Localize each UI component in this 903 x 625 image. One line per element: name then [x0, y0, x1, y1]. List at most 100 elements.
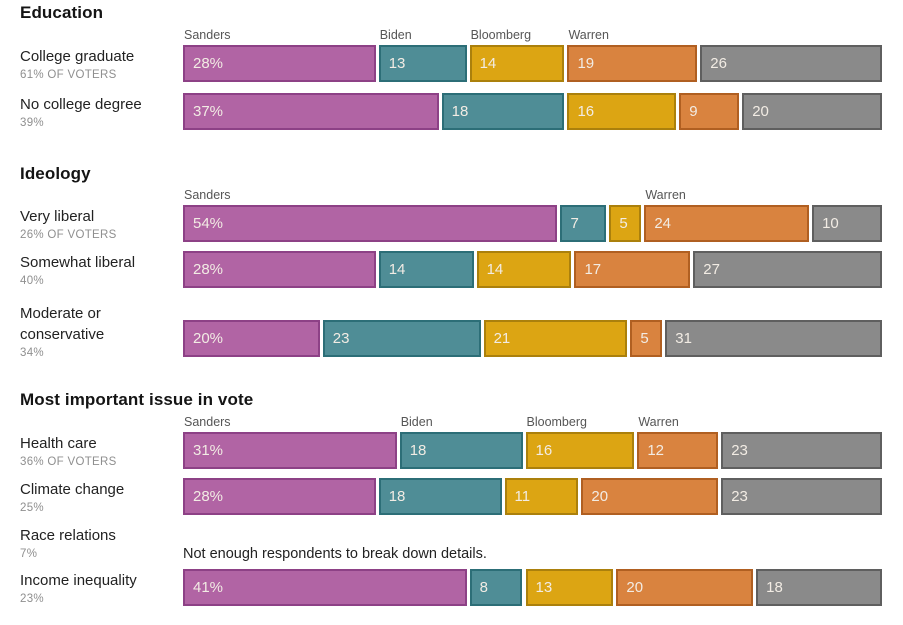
bar-segment-bloomberg: 21: [483, 320, 628, 357]
bar-segment-other: 10: [812, 205, 882, 242]
row-sublabel: 61% OF VOTERS: [20, 69, 117, 81]
bar-value-label: 23: [731, 442, 748, 459]
bar-segment-sanders: 31%: [183, 432, 397, 469]
row-label-block: No college degree 39%: [20, 94, 172, 129]
bar-value-label: 18: [409, 442, 427, 459]
section-title: Education: [20, 3, 104, 22]
bar-segment-sanders: 28%: [183, 45, 376, 82]
bar-row: 37% 18 16 9 20: [183, 93, 882, 130]
row-label-block: Very liberal 26% OF VOTERS: [20, 206, 172, 241]
bar-segment-warren: 20: [616, 569, 754, 606]
candidate-label-bloomberg: Bloomberg: [470, 28, 532, 42]
bar-segment-sanders: 20%: [183, 320, 320, 357]
bar-value-label: 18: [766, 579, 783, 596]
bar-row: 31% 18 16 12 23: [183, 432, 882, 469]
bar-value-label: 13: [535, 579, 553, 596]
bar-segment-sanders: 28%: [183, 251, 376, 288]
bar-value-label: 10: [822, 215, 839, 232]
bar-value-label: 28%: [193, 261, 224, 278]
bar-row: 28% 18 11 20 23: [183, 478, 882, 515]
bar-segment-other: 31: [665, 320, 882, 357]
row-sublabel: 26% OF VOTERS: [20, 229, 117, 241]
bar-row: 28% 13 14 19 26: [183, 45, 882, 82]
row-label-block: Income inequality 23%: [20, 570, 172, 605]
bar-value-label: 14: [388, 261, 406, 278]
section-title: Most important issue in vote: [20, 390, 254, 409]
candidate-label-bloomberg: Bloomberg: [526, 415, 587, 429]
bar-value-label: 16: [577, 103, 595, 120]
bar-value-label: 12: [647, 442, 665, 459]
bar-segment-warren: 24: [644, 205, 810, 242]
bar-value-label: 14: [486, 261, 504, 278]
bar-value-label: 9: [689, 103, 698, 120]
bar-value-label: 21: [493, 330, 511, 347]
candidate-label-sanders: Sanders: [184, 415, 231, 429]
bar-segment-warren: 19: [567, 45, 698, 82]
candidate-label-sanders: Sanders: [184, 28, 231, 42]
bar-row: 41% 8 13 20 18: [183, 569, 882, 606]
bar-segment-other: 23: [721, 478, 882, 515]
bar-segment-bloomberg: 5: [609, 205, 642, 242]
bar-value-label: 14: [479, 55, 497, 72]
bar-value-label: 19: [577, 55, 595, 72]
bar-segment-warren: 9: [679, 93, 740, 130]
bar-segment-warren: 20: [581, 478, 719, 515]
bar-row: 20% 23 21 5 31: [183, 320, 882, 357]
candidate-label-biden: Biden: [379, 28, 412, 42]
bar-segment-other: 26: [700, 45, 882, 82]
row-label: Health care: [20, 435, 97, 452]
row-label-block: Health care 36% OF VOTERS: [20, 433, 172, 468]
bar-row: 54% 7 5 24 10: [183, 205, 882, 242]
candidate-label-warren: Warren: [568, 28, 609, 42]
bar-segment-warren: 5: [630, 320, 663, 357]
bar-segment-sanders: 54%: [183, 205, 558, 242]
candidate-label-warren: Warren: [645, 188, 686, 202]
bar-segment-biden: 14: [378, 251, 474, 288]
bar-value-label: 27: [703, 261, 720, 278]
row-label: Moderate or conservative: [20, 305, 105, 343]
candidate-label-biden: Biden: [400, 415, 433, 429]
bar-value-label: 11: [514, 488, 531, 505]
bar-value-label: 16: [535, 442, 553, 459]
bar-row: 28% 14 14 17 27: [183, 251, 882, 288]
no-data-message: Not enough respondents to break down det…: [183, 546, 487, 562]
bar-value-label: 18: [451, 103, 469, 120]
row-sublabel: 40%: [20, 275, 44, 287]
bar-value-label: 41%: [193, 579, 224, 596]
bar-segment-biden: 8: [469, 569, 523, 606]
row-sublabel: 7%: [20, 548, 38, 560]
bar-value-label: 18: [388, 488, 406, 505]
bar-segment-bloomberg: 16: [525, 432, 635, 469]
bar-segment-bloomberg: 13: [525, 569, 614, 606]
bar-value-label: 23: [332, 330, 350, 347]
bar-segment-biden: 18: [441, 93, 565, 130]
bar-segment-other: 18: [756, 569, 882, 606]
bar-segment-biden: 18: [399, 432, 523, 469]
bar-value-label: 5: [619, 215, 628, 232]
bar-segment-bloomberg: 14: [476, 251, 572, 288]
row-label: No college degree: [20, 96, 142, 113]
row-sublabel: 34%: [20, 347, 44, 359]
bar-segment-other: 23: [721, 432, 882, 469]
row-sublabel: 36% OF VOTERS: [20, 456, 117, 468]
row-label-block: College graduate 61% OF VOTERS: [20, 46, 172, 81]
bar-segment-other: 20: [742, 93, 882, 130]
row-label-block: Somewhat liberal 40%: [20, 252, 172, 287]
row-label: Race relations: [20, 527, 116, 544]
bar-value-label: 8: [479, 579, 488, 596]
row-label: Climate change: [20, 481, 125, 498]
bar-segment-biden: 18: [378, 478, 502, 515]
bar-value-label: 31%: [193, 442, 224, 459]
bar-value-label: 31: [675, 330, 692, 347]
bar-segment-biden: 23: [322, 320, 481, 357]
row-label: Very liberal: [20, 208, 95, 225]
section-title: Ideology: [20, 164, 91, 183]
bar-segment-sanders: 41%: [183, 569, 467, 606]
row-label-block: Climate change 25%: [20, 479, 172, 514]
bar-value-label: 20: [752, 103, 769, 120]
row-label-block: Race relations 7%: [20, 525, 172, 560]
bar-value-label: 24: [654, 215, 672, 232]
candidate-label-sanders: Sanders: [184, 188, 231, 202]
row-label: Income inequality: [20, 572, 137, 589]
